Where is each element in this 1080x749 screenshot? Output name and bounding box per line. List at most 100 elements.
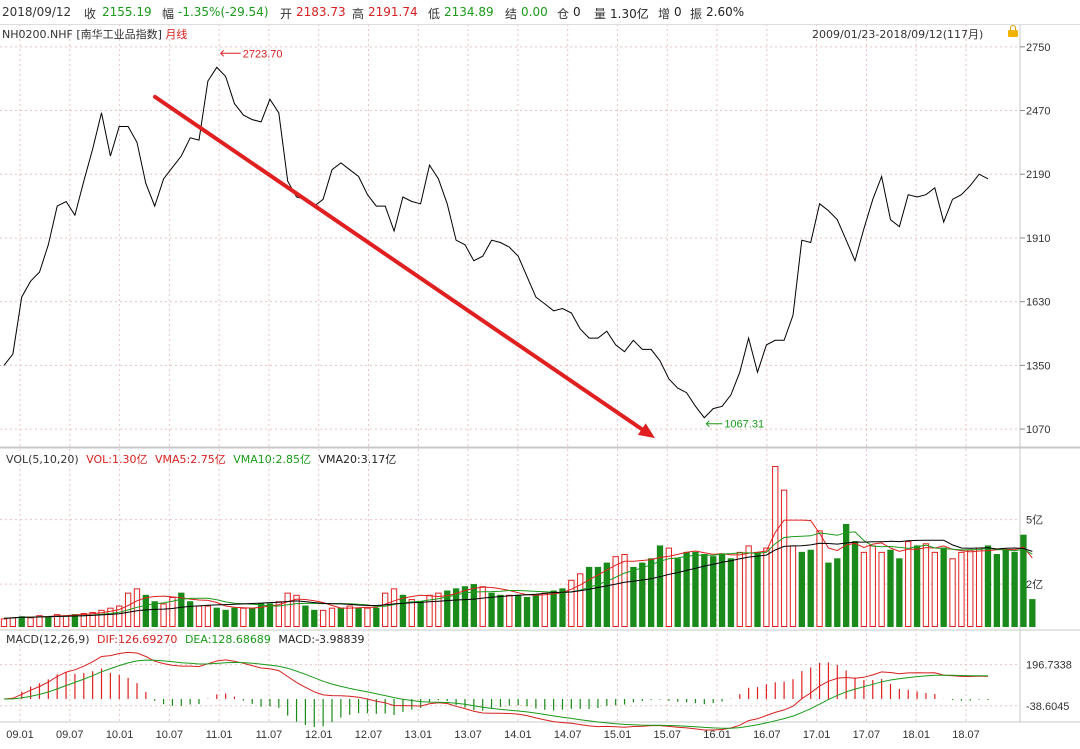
volume-bar-up [816, 530, 823, 628]
lock-icon[interactable] [1008, 25, 1018, 37]
volume-bar-down [1002, 549, 1009, 627]
x-axis-label: 16.01 [703, 729, 731, 741]
date-range: 2009/01/23-2018/09/12(117月) [812, 28, 984, 41]
settle-label: 结 [505, 7, 518, 21]
volume-bar-up [89, 611, 96, 627]
volume-bar-up [54, 614, 61, 627]
volume-bar-up [905, 541, 912, 628]
volume-bar-down [373, 607, 380, 627]
volume-bar-down [1029, 599, 1036, 627]
vma5-value: VMA5:2.75亿 [155, 453, 226, 466]
symbol-code: NH0200.NHF [2, 28, 73, 41]
volume-bar-down [718, 554, 726, 627]
x-axis-label: 18.07 [952, 729, 980, 741]
x-axis-label: 09.07 [56, 729, 84, 741]
amplitude-label: 振 [690, 7, 703, 21]
period-label[interactable]: 月线 [165, 28, 188, 41]
volume-bar-down [842, 523, 850, 627]
volume-bar-down [45, 616, 52, 627]
volume-bar-up [36, 615, 43, 628]
x-axis-label: 10.01 [106, 729, 134, 741]
volume-bar-up [80, 613, 87, 628]
dea-value: DEA:128.68689 [184, 633, 271, 646]
macd-panel [3, 651, 989, 731]
vma10-line [3, 531, 1033, 619]
volume-bar-up [541, 592, 548, 627]
volume-bar-up [382, 592, 389, 627]
trend-arrow-shaft [153, 94, 644, 432]
volume-bar-down [727, 558, 735, 627]
index-name: [南华工业品指数] [76, 28, 162, 41]
vol-panel-title: VOL(5,10,20) VOL:1.30亿 VMA5:2.75亿 VMA10:… [6, 451, 396, 467]
volume-panel [0, 466, 1036, 628]
volume-bar-up [878, 551, 885, 627]
trend-arrow-head [637, 423, 655, 439]
main-panel-title: NH0200.NHF [南华工业品指数] 月线 [2, 26, 187, 42]
axis-labels: 09.01 09.07 10.01 10.07 11.01 11.07 12.01 12.07… [6, 42, 1072, 741]
quote-header: 2018/09/12 收 2155.19 幅 -1.35%(-29.54) 开 … [0, 0, 1080, 25]
change-label: 幅 [162, 7, 175, 21]
volume-bar-down [302, 605, 309, 627]
volume-bar-down [231, 607, 238, 627]
low-label: 低 [428, 7, 441, 21]
x-axis-label: 13.01 [405, 729, 433, 741]
volume-bar-up [346, 605, 353, 627]
volume-bar-up [665, 547, 673, 627]
volume-bar-up [869, 545, 876, 628]
volume-bar-down [603, 562, 610, 627]
volume-bar-up [435, 592, 442, 627]
inc-value: 0 [674, 5, 682, 19]
volume-tick-label: 2亿 [1026, 578, 1043, 591]
x-axis-label: 12.01 [305, 729, 333, 741]
volume-bar-up [390, 588, 398, 627]
volume-bar-down [266, 603, 274, 627]
x-axis-label: 17.07 [853, 729, 881, 741]
x-axis-label: 12.07 [355, 729, 383, 741]
volume-bar-up [745, 545, 752, 628]
price-tick-label: 1350 [1026, 360, 1050, 372]
volume-bar-down [834, 558, 841, 627]
x-axis-label: 16.07 [753, 729, 781, 741]
volume-bar-down [497, 594, 504, 627]
volume-bar-up [949, 558, 956, 627]
volume-bar-down [754, 551, 761, 627]
volume-bar-up [612, 556, 619, 627]
volume-bar-up [160, 603, 167, 627]
price-line [3, 66, 989, 419]
volume-bar-up [27, 617, 34, 628]
volume-tick-label: 5亿 [1026, 514, 1043, 527]
volume-value: 1.30亿 [610, 7, 649, 21]
vma20-value: VMA20:3.17亿 [318, 453, 397, 466]
volume-bar-down [1011, 551, 1018, 627]
volume-bar-up [408, 599, 415, 627]
volume-bar-up [789, 545, 797, 628]
volume-bar-down [257, 603, 265, 627]
volume-bar-down [674, 558, 681, 627]
dif-line [3, 651, 989, 731]
volume-bar-down [940, 547, 947, 627]
volume-bar-up [62, 615, 70, 628]
x-axis-label: 11.01 [206, 729, 233, 741]
volume-bar-down [523, 596, 531, 627]
macd-value: MACD:-3.98839 [278, 633, 365, 646]
volume-bar-up [958, 551, 965, 627]
vol-indicator-name[interactable]: VOL(5,10,20) [6, 453, 79, 466]
volume-bar-up [107, 607, 114, 627]
volume-bar-down [639, 562, 646, 627]
dif-value: DIF:126.69270 [97, 633, 178, 646]
open-label: 开 [280, 7, 293, 21]
volume-bar-up [975, 547, 983, 627]
volume-bar-up [240, 607, 247, 627]
volume-bar-up [293, 594, 300, 627]
price-tick-label: 1630 [1026, 297, 1050, 309]
volume-bar-down [470, 584, 478, 627]
volume-bar-up [9, 617, 17, 628]
volume-bar-down [993, 554, 1001, 627]
volume-bar-down [550, 590, 557, 627]
macd-indicator-name[interactable]: MACD(12,26,9) [6, 633, 90, 646]
volume-bar-down [683, 551, 690, 627]
macd-tick-label: -38.6045 [1026, 701, 1069, 713]
change-value: -1.35%(-29.54) [178, 5, 269, 19]
volume-bar-up [98, 609, 105, 627]
volume-bar-up [621, 554, 628, 627]
